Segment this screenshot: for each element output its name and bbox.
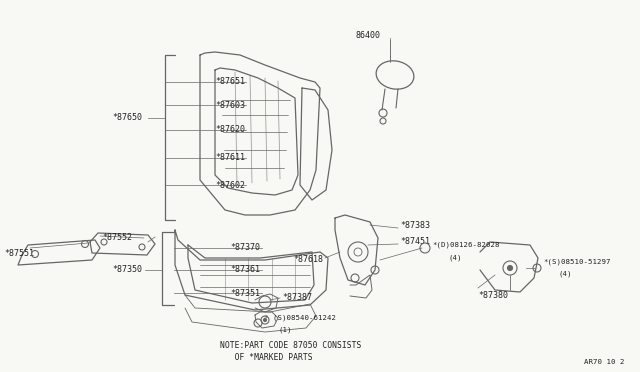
Text: (4): (4)	[448, 255, 461, 261]
Text: *87551: *87551	[4, 248, 34, 257]
Text: *87602: *87602	[215, 180, 245, 189]
Text: *87451: *87451	[400, 237, 430, 247]
Ellipse shape	[264, 318, 266, 321]
Text: NOTE:PART CODE 87050 CONSISTS: NOTE:PART CODE 87050 CONSISTS	[220, 340, 362, 350]
Text: *87380: *87380	[478, 291, 508, 299]
Text: *87383: *87383	[400, 221, 430, 230]
Text: * (S)08540-61242: * (S)08540-61242	[264, 315, 336, 321]
Text: *87618: *87618	[293, 256, 323, 264]
Text: OF *MARKED PARTS: OF *MARKED PARTS	[220, 353, 312, 362]
Text: *87351: *87351	[230, 289, 260, 298]
Text: *(D)08126-82028: *(D)08126-82028	[432, 242, 499, 248]
Text: 86400: 86400	[355, 32, 380, 41]
Text: *87603: *87603	[215, 100, 245, 109]
Text: *87620: *87620	[215, 125, 245, 135]
Text: AR70 10 2: AR70 10 2	[584, 359, 625, 365]
Text: (1): (1)	[278, 327, 291, 333]
Text: *87651: *87651	[215, 77, 245, 87]
Text: (4): (4)	[558, 271, 572, 277]
Text: *87361: *87361	[230, 266, 260, 275]
Text: *87611: *87611	[215, 154, 245, 163]
Text: *87552: *87552	[102, 232, 132, 241]
Text: *87650: *87650	[112, 113, 142, 122]
Text: *(S)08510-51297: *(S)08510-51297	[543, 259, 611, 265]
Text: *87370: *87370	[230, 244, 260, 253]
Text: *87350: *87350	[112, 266, 142, 275]
Text: *87387: *87387	[282, 292, 312, 301]
Ellipse shape	[508, 266, 513, 270]
